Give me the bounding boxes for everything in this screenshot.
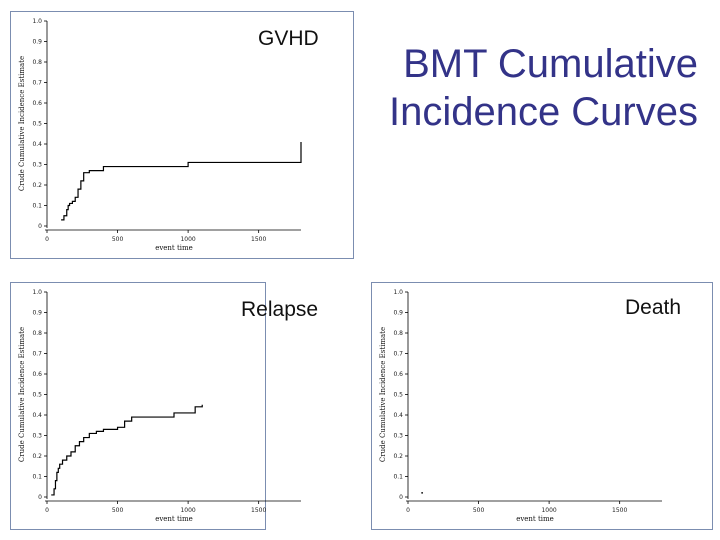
- death-chart: 0 0.1 0.2 0.3 0.4 0.5 0.6 0.7 0.8 0.9 1.0 0 500 1000 1…: [379, 289, 662, 523]
- gvhd-x-axis-label: event time: [155, 244, 193, 252]
- death-label: Death: [625, 296, 682, 319]
- relapse-y-tick-label: 0: [38, 494, 42, 501]
- gvhd-x-tick-label: 500: [112, 236, 124, 243]
- relapse-label: Relapse: [241, 298, 319, 321]
- death-y-tick-label: 0.5: [393, 392, 403, 399]
- gvhd-x-tick-label: 1500: [251, 236, 266, 243]
- slide-title: BMT Cumulative Incidence Curves: [380, 40, 698, 136]
- gvhd-chart: 0 0.1 0.2 0.3 0.4 0.5 0.6 0.7 0.8 0.9 1.0 0 500 1000 1…: [18, 18, 302, 252]
- relapse-y-tick-label: 0.4: [32, 412, 42, 419]
- gvhd-label: GVHD: [258, 27, 319, 50]
- death-y-tick-label: 0: [399, 494, 403, 501]
- relapse-y-tick-label: 0.6: [32, 371, 42, 378]
- gvhd-y-tick-label: 0.2: [32, 182, 42, 189]
- gvhd-y-tick-label: 0.8: [32, 59, 42, 66]
- relapse-y-tick-label: 0.7: [32, 351, 42, 358]
- gvhd-chart-panel: 0 0.1 0.2 0.3 0.4 0.5 0.6 0.7 0.8 0.9 1.0 0 500 1000 1…: [10, 11, 354, 259]
- relapse-y-tick-label: 0.5: [32, 392, 42, 399]
- gvhd-y-tick-label: 0.4: [32, 141, 42, 148]
- death-chart-panel: 0 0.1 0.2 0.3 0.4 0.5 0.6 0.7 0.8 0.9 1.0 0 500 1000 1…: [371, 282, 713, 530]
- death-x-tick-label: 1000: [541, 507, 556, 514]
- relapse-y-tick-label: 0.8: [32, 330, 42, 337]
- death-y-tick-label: 0.2: [393, 453, 403, 460]
- relapse-chart-panel: 0 0.1 0.2 0.3 0.4 0.5 0.6 0.7 0.8 0.9 1.0 0 500 1000 1…: [10, 282, 301, 530]
- gvhd-incidence-curve: [61, 141, 302, 221]
- relapse-x-tick-label: 500: [112, 507, 124, 514]
- death-y-tick-label: 0.1: [393, 474, 403, 481]
- gvhd-y-tick-label: 0.6: [32, 100, 42, 107]
- death-x-tick-label: 0: [406, 507, 410, 514]
- relapse-y-tick-label: 0.9: [32, 310, 42, 317]
- relapse-y-axis-label: Crude Cumulative Incidence Estimate: [18, 327, 26, 462]
- relapse-x-tick-label: 0: [45, 507, 49, 514]
- death-y-axis-label: Crude Cumulative Incidence Estimate: [379, 327, 387, 462]
- death-curve-point: [421, 492, 424, 494]
- gvhd-x-tick-label: 1000: [180, 236, 195, 243]
- death-y-tick-label: 0.3: [393, 433, 403, 440]
- death-x-tick-label: 1500: [612, 507, 627, 514]
- death-x-tick-label: 500: [473, 507, 485, 514]
- gvhd-y-tick-label: 0: [38, 223, 42, 230]
- relapse-chart: 0 0.1 0.2 0.3 0.4 0.5 0.6 0.7 0.8 0.9 1.0 0 500 1000 1…: [18, 289, 301, 523]
- gvhd-y-tick-label: 0.9: [32, 39, 42, 46]
- death-x-axis-label: event time: [516, 515, 554, 523]
- relapse-y-tick-label: 0.3: [32, 433, 42, 440]
- gvhd-y-tick-label: 0.7: [32, 80, 42, 87]
- relapse-x-tick-label: 1500: [251, 507, 266, 514]
- gvhd-y-tick-label: 0.3: [32, 162, 42, 169]
- death-y-tick-label: 1.0: [393, 289, 403, 296]
- relapse-x-tick-label: 1000: [180, 507, 195, 514]
- gvhd-y-tick-label: 1.0: [32, 18, 42, 25]
- gvhd-x-tick-label: 0: [45, 236, 49, 243]
- relapse-y-tick-label: 0.2: [32, 453, 42, 460]
- relapse-y-tick-label: 0.1: [32, 474, 42, 481]
- gvhd-y-tick-label: 0.5: [32, 121, 42, 128]
- death-y-tick-label: 0.4: [393, 412, 403, 419]
- death-y-tick-label: 0.7: [393, 351, 403, 358]
- relapse-incidence-curve: [51, 404, 203, 496]
- death-y-tick-label: 0.8: [393, 330, 403, 337]
- relapse-x-axis-label: event time: [155, 515, 193, 523]
- gvhd-y-axis-label: Crude Cumulative Incidence Estimate: [18, 56, 26, 191]
- relapse-y-tick-label: 1.0: [32, 289, 42, 296]
- slide-title-line2: Incidence Curves: [388, 90, 698, 134]
- gvhd-y-tick-label: 0.1: [32, 203, 42, 210]
- death-y-tick-label: 0.6: [393, 371, 403, 378]
- death-y-tick-label: 0.9: [393, 310, 403, 317]
- slide-title-line1: BMT Cumulative: [403, 42, 698, 86]
